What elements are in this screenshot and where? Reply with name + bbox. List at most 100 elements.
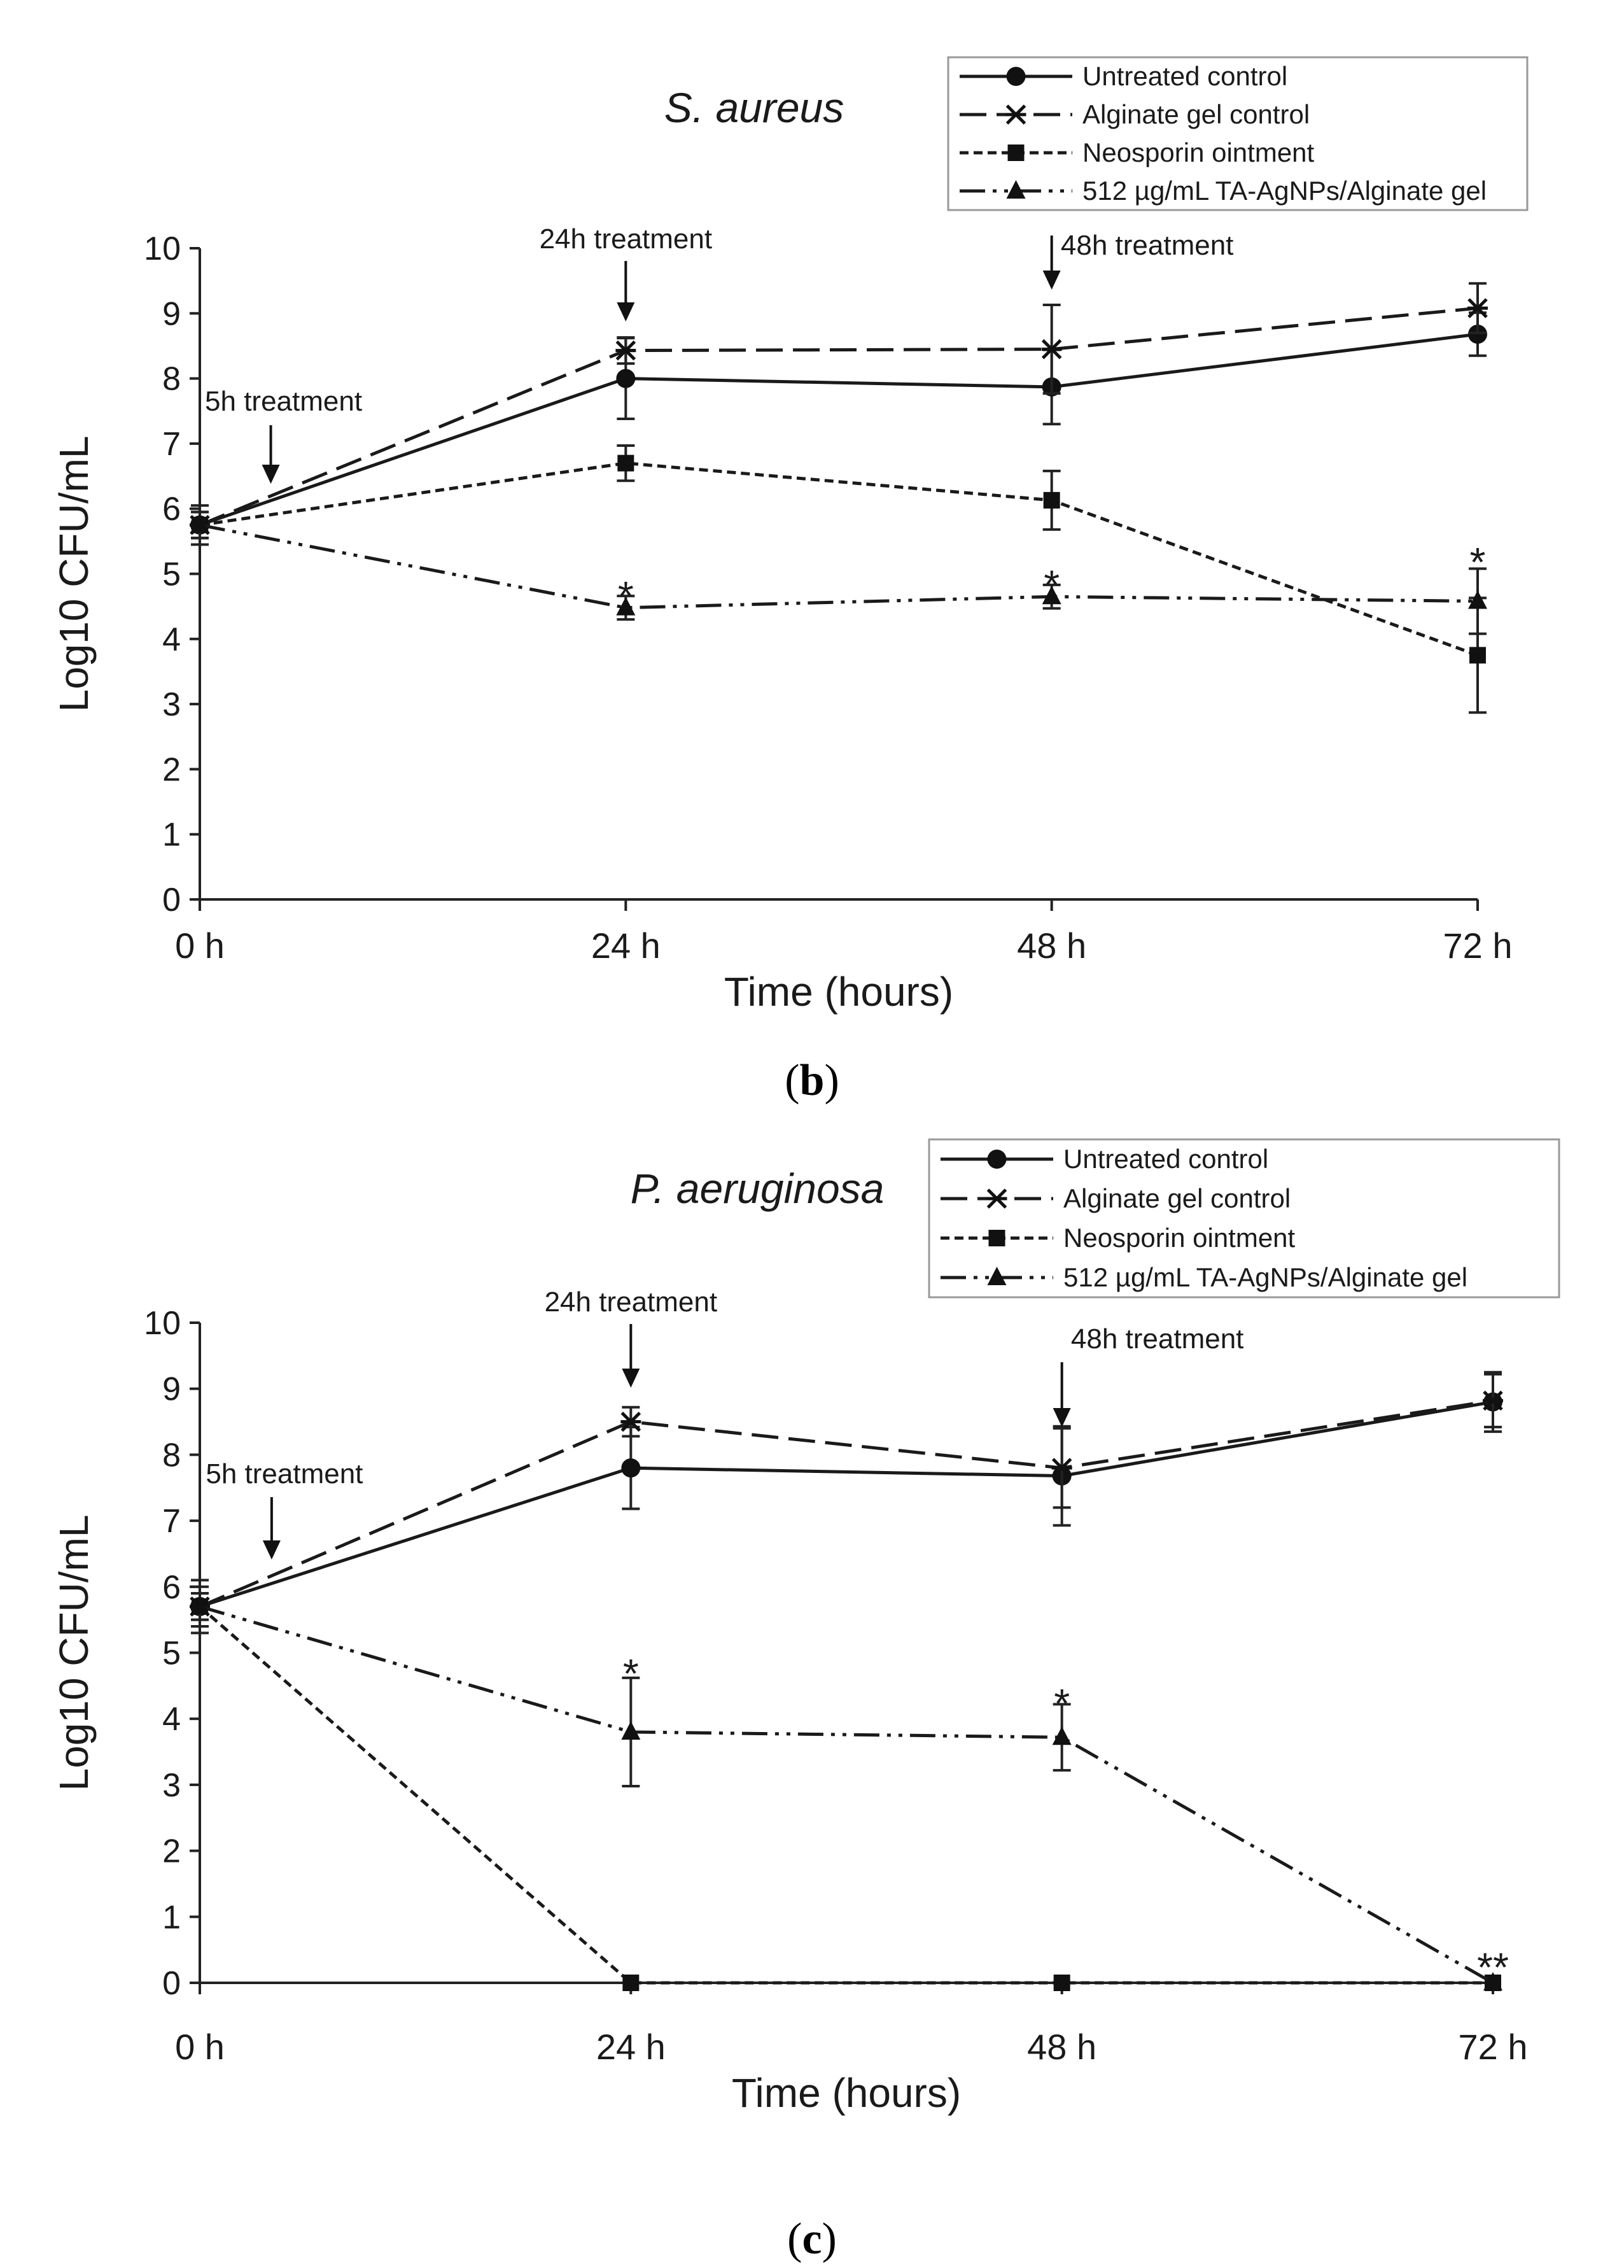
y-tick-label: 10 — [144, 1305, 181, 1342]
data-point — [1468, 325, 1487, 344]
data-point — [616, 369, 636, 388]
data-point — [622, 1975, 640, 1991]
series-line — [199, 523, 1478, 610]
x-tick-label: 0 h — [175, 926, 225, 966]
series-line — [199, 461, 1478, 657]
x-tick-label: 72 h — [1459, 2027, 1528, 2067]
y-tick-label: 6 — [162, 1569, 181, 1606]
treatment-label: 24h treatment — [540, 223, 713, 255]
significance-marker: * — [1470, 539, 1486, 585]
y-tick-label: 2 — [162, 1833, 181, 1870]
legend-marker — [1005, 104, 1026, 125]
legend-marker — [987, 1267, 1007, 1285]
y-tick-label: 4 — [162, 1701, 181, 1738]
treatment-label: 24h treatment — [545, 1286, 718, 1318]
treatment-arrow-head — [617, 302, 635, 321]
y-tick-label: 5 — [162, 1635, 181, 1672]
data-point — [1469, 647, 1486, 664]
data-point — [190, 514, 209, 533]
data-point — [615, 340, 636, 361]
y-tick-label: 1 — [162, 1899, 181, 1936]
treatment-arrow-head — [1053, 1408, 1071, 1427]
legend-marker — [986, 1188, 1007, 1209]
data-point — [620, 1411, 641, 1432]
x-axis-title: Time (hours) — [732, 2070, 961, 2116]
legend-label: Alginate gel control — [1082, 99, 1310, 129]
y-tick-label: 3 — [162, 1767, 181, 1804]
legend-marker — [1006, 67, 1026, 86]
series-2 — [191, 444, 1487, 714]
y-tick-label: 7 — [162, 426, 181, 463]
data-point — [1043, 491, 1060, 509]
data-point — [1467, 298, 1488, 318]
series-0 — [190, 311, 1487, 546]
treatment-label: 5h treatment — [206, 1458, 363, 1490]
panel-label-part: ) — [822, 2215, 837, 2264]
y-tick-label: 0 — [162, 1965, 181, 2002]
legend-marker — [1007, 144, 1025, 161]
y-tick-label: 8 — [162, 361, 181, 398]
data-point — [1041, 339, 1062, 360]
legend-label: 512 µg/mL TA-AgNPs/Alginate gel — [1063, 1262, 1467, 1292]
legend-marker — [988, 1230, 1005, 1246]
panel-label: (c) — [787, 2215, 837, 2264]
data-point — [1051, 1458, 1072, 1478]
significance-marker: * — [1054, 1680, 1070, 1726]
y-tick-label: 9 — [162, 295, 181, 332]
treatment-label: 48h treatment — [1061, 230, 1234, 261]
treatment-label: 48h treatment — [1071, 1323, 1244, 1355]
treatment-annotation: 24h treatment — [540, 223, 713, 321]
y-tick-label: 6 — [162, 491, 181, 528]
series-0 — [190, 1370, 1502, 1635]
y-tick-label: 3 — [162, 686, 181, 723]
panel-label-part: ( — [785, 1056, 799, 1105]
treatment-annotation: 5h treatment — [205, 386, 362, 484]
significance-marker: * — [1044, 562, 1060, 608]
legend-marker — [1006, 180, 1026, 199]
panel-label: (b) — [785, 1056, 839, 1105]
y-tick-label: 4 — [162, 621, 181, 658]
legend-box — [928, 1138, 1560, 1299]
treatment-label: 5h treatment — [205, 386, 362, 417]
y-axis-title: Log10 CFU/mL — [51, 1515, 97, 1791]
data-point — [1483, 1972, 1502, 1990]
treatment-arrow-head — [262, 1540, 281, 1560]
series-2 — [191, 1592, 1501, 1991]
series-1 — [190, 1372, 1503, 1628]
chart-title: P. aeruginosa — [631, 1165, 885, 1212]
treatment-annotation: 48h treatment — [1053, 1323, 1244, 1427]
x-axis-title: Time (hours) — [724, 969, 953, 1015]
treatment-annotation: 5h treatment — [206, 1458, 363, 1560]
legend-label: Alginate gel control — [1063, 1183, 1291, 1213]
legend: Untreated control Alginate gel control Neo… — [928, 1138, 1560, 1299]
panel-label-part: ( — [787, 2215, 802, 2264]
significance-marker: ** — [1477, 1945, 1509, 1990]
treatment-annotation: 48h treatment — [1042, 230, 1234, 290]
y-tick-label: 7 — [162, 1503, 181, 1540]
y-tick-label: 9 — [162, 1371, 181, 1408]
panel-label-part: ) — [824, 1056, 839, 1105]
x-tick-label: 24 h — [596, 2027, 666, 2067]
series-line — [199, 306, 1478, 527]
series-3 — [190, 1592, 1502, 1990]
treatment-annotation: 24h treatment — [545, 1286, 718, 1388]
series-line — [199, 1605, 1493, 1985]
y-tick-label: 0 — [162, 882, 181, 919]
x-tick-label: 48 h — [1017, 926, 1086, 966]
chart-panel-b: 0 1 2 3 4 5 6 7 8 9 10 0 h 24 h 48 h 72 h Time (hours) L… — [51, 56, 1529, 1105]
data-point — [621, 1721, 641, 1740]
y-tick-label: 8 — [162, 1437, 181, 1474]
treatment-arrow-head — [622, 1369, 640, 1388]
panel-label-part: b — [800, 1056, 825, 1105]
data-point — [1468, 590, 1487, 609]
series-line — [199, 332, 1478, 527]
data-point — [1053, 1975, 1070, 1991]
data-point — [621, 1458, 641, 1478]
data-point — [616, 596, 636, 616]
treatment-arrow-head — [1042, 271, 1061, 290]
legend-label: Neosporin ointment — [1082, 137, 1315, 167]
chart-title: S. aureus — [664, 84, 844, 131]
x-tick-label: 24 h — [591, 926, 661, 966]
x-tick-label: 0 h — [175, 2027, 225, 2067]
